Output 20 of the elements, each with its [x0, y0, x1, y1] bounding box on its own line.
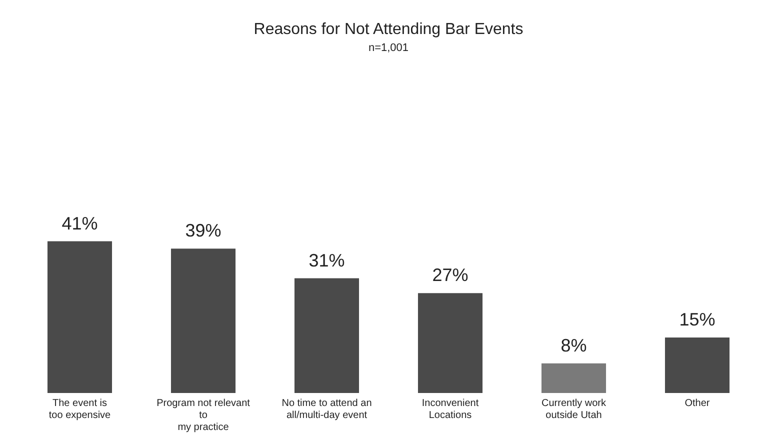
x-tick-label: Inconvenient Locations	[422, 398, 479, 421]
x-tick-label: Program not relevant to my practice	[156, 398, 250, 433]
x-tick-label: The event is too expensive	[48, 398, 112, 421]
bar	[170, 248, 236, 393]
data-label: 41%	[62, 213, 98, 234]
x-tick-label: No time to attend an all/multi-day event	[282, 398, 372, 421]
bar	[541, 363, 606, 393]
chart-title: Reasons for Not Attending Bar Events	[254, 21, 524, 38]
bar	[294, 278, 360, 393]
bar	[664, 337, 730, 393]
data-label: 31%	[308, 250, 345, 270]
bar	[47, 241, 112, 393]
data-label: 8%	[560, 335, 587, 356]
chart-subtitle: n=1,001	[368, 42, 409, 54]
bar	[418, 293, 483, 393]
data-label: 39%	[185, 220, 222, 241]
x-tick-label: Currently work outside Utah	[542, 398, 607, 421]
data-label: 27%	[432, 265, 468, 286]
x-tick-label: Other	[684, 398, 710, 409]
data-label: 15%	[679, 309, 716, 330]
